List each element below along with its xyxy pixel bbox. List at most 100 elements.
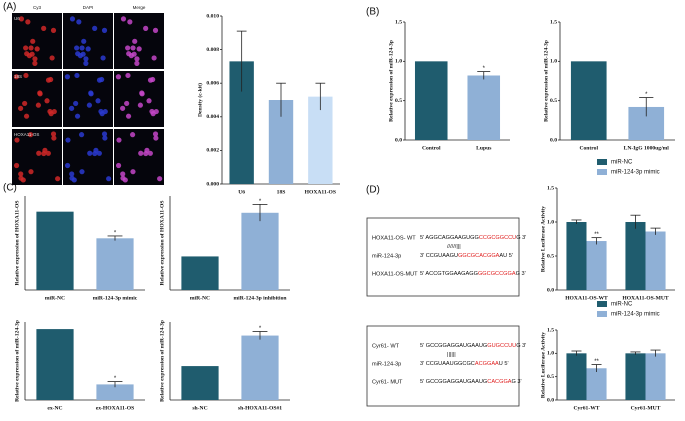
cell [23,45,29,51]
cell [115,74,122,80]
sequence-part: AU 5' [499,253,513,259]
bar [566,222,587,290]
significance: * [114,231,117,237]
cell [101,27,108,33]
micrograph [114,71,164,127]
y-tick-label: 0.5 [550,98,557,104]
sequence-label: miR-124-3p [372,253,401,259]
x-tick-label: HOXA11-OS-MUT [622,295,669,301]
bar [181,256,219,290]
y-axis-title: Density (c-kit) [196,83,203,117]
sequence: 3' CCGUAAGUGGCGCACGGAAU 5' [420,253,513,259]
y-axis-title: Relative Luciferase Activity [540,206,546,272]
y-tick-label: 1.5 [547,185,554,191]
y-tick-label: 1.5 [395,19,402,25]
legend-swatch [597,169,607,175]
cell [157,176,163,182]
y-tick-label: 0.008 [206,47,219,53]
cell [92,25,98,31]
x-tick-label: sh-HOXA11-OS#1 [238,405,282,411]
y-tick-label: 1.5 [550,19,557,25]
cell [93,147,99,153]
y-tick-label: 0.000 [206,181,219,187]
cell [49,55,55,61]
sequence-part: 3' CCGUAAUGGCGC [420,361,475,367]
cell [137,102,143,108]
legend-swatch [597,159,607,165]
micrograph [114,13,164,69]
x-tick-label: miR-124-3p mimic [93,295,138,301]
x-tick-label: U6 [238,189,245,195]
sequence-part: U 5' [499,361,509,367]
cell [150,111,156,117]
cell [23,113,30,119]
micrograph [63,71,113,127]
bar [308,96,333,184]
cell [32,56,38,62]
cell [28,45,34,51]
sequence-part: CCGCGGCCU [479,235,516,241]
significance: * [645,92,648,98]
legend-swatch [597,311,607,317]
sequence-label: miR-124-3p [372,361,401,367]
legend-label: miR-124-3p mimic [611,170,660,176]
panel-label: (A) [3,2,16,13]
bar [625,353,646,400]
sequence-part: //////||| [447,244,461,250]
x-tick-label: sh-NC [192,405,207,411]
cell [130,169,136,175]
cell [100,55,106,61]
cell [65,137,71,143]
cell [69,175,75,181]
cell [144,147,150,153]
cell [120,175,126,181]
cell [95,98,101,104]
bar [181,366,219,400]
significance: ** [594,359,599,365]
bar [645,353,666,400]
cell [136,46,142,52]
cell [134,60,140,66]
y-tick-label: 0.002 [206,148,219,154]
sequence-part: G 3' [516,343,526,349]
cell [37,91,43,97]
cell [45,150,51,156]
x-tick-label: miR-NC [45,295,65,301]
column-header: DAPI [83,5,94,10]
cell [138,150,144,156]
cell [69,16,76,22]
bar [586,241,607,290]
y-tick-label: 0.010 [206,13,219,19]
row-label: 18S [14,74,22,79]
cell [151,55,157,61]
cell [88,91,94,97]
cell [130,45,136,51]
cell [79,169,85,175]
x-tick-label: Cyr61-MUT [631,405,661,411]
cell [152,27,159,33]
cell [18,175,24,181]
cell [120,105,126,111]
sequence: 5' AGGCAGGAAGUGGCCGCGGCCUG 3' [420,235,526,241]
sequence-part: 5' ACCGTGGAAGAGG [420,271,478,277]
sequence-part: CACGGA [487,379,512,385]
cell [116,137,122,143]
cell [127,19,133,25]
cell [75,51,81,57]
cell [28,169,34,175]
sequence-part: 5' AGGCAGGAAGUGG [420,235,479,241]
column-header: Cy3 [33,5,41,10]
cell [42,147,48,153]
x-tick-label: ex-NC [47,405,62,411]
cell [34,46,40,52]
bar [566,353,587,400]
y-tick-label: 0.004 [206,114,219,120]
sequence-part: G 3' [516,271,526,277]
bar [586,368,607,400]
cell [13,74,20,80]
sequence-part: GGCGCCGGA [478,271,516,277]
legend-label: miR-124-3p mimic [611,312,660,318]
bar [625,222,646,290]
